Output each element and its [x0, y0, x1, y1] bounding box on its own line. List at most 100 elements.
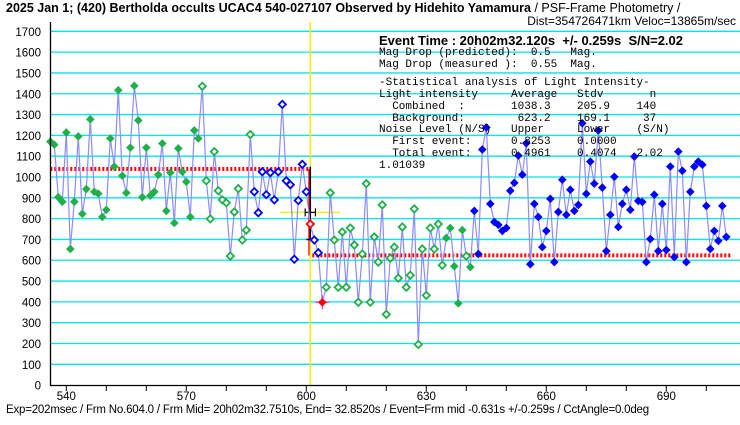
data-point [381, 309, 392, 320]
data-point [657, 199, 667, 209]
data-point [557, 175, 567, 185]
data-point [305, 219, 316, 229]
data-point [409, 203, 420, 214]
data-point [273, 166, 284, 177]
ratio-value: 1.01039 [379, 160, 426, 173]
data-point [297, 159, 308, 170]
data-point [285, 179, 296, 190]
data-point [469, 206, 479, 216]
data-point [109, 162, 119, 171]
level-lines [50, 167, 731, 258]
frame-info-footer: Exp=202msec / Frm No.604.0 / Frm Mid= 20… [6, 404, 649, 416]
y-tick-label: 1200 [15, 131, 41, 143]
data-point [713, 236, 723, 246]
data-point [237, 235, 248, 245]
data-points [45, 81, 731, 350]
data-point [589, 179, 599, 188]
data-point [165, 168, 175, 177]
data-point [385, 253, 396, 264]
data-point [601, 246, 611, 256]
data-point [449, 261, 459, 271]
data-point [549, 257, 559, 267]
data-point [561, 210, 571, 220]
data-point [533, 212, 543, 222]
data-point [445, 223, 455, 233]
data-point [665, 162, 675, 171]
data-point [105, 134, 115, 143]
data-point [121, 188, 131, 198]
data-point [689, 162, 699, 171]
data-point [717, 201, 727, 211]
data-point [157, 139, 167, 148]
data-point [529, 199, 539, 209]
data-point [585, 157, 595, 166]
data-point [173, 144, 183, 153]
gridlines [51, 30, 740, 365]
data-point [697, 160, 707, 170]
data-point [421, 290, 432, 301]
data-point [505, 186, 515, 196]
data-point [593, 126, 603, 135]
data-point [461, 251, 472, 261]
data-point [249, 186, 260, 197]
data-point [425, 223, 436, 233]
y-tick-label: 1600 [15, 48, 41, 60]
statistics-panel: Event Time : 20h02m32.120s +/- 0.259s S/… [379, 34, 683, 173]
data-point [261, 189, 272, 200]
stats-background: Background: 623.2 169.1 37 [379, 112, 657, 125]
data-point [581, 189, 591, 199]
data-point [181, 177, 191, 187]
data-point [405, 270, 416, 281]
y-tick-label: 400 [22, 297, 41, 309]
data-point [101, 205, 111, 215]
data-point [329, 235, 340, 245]
stats-combined: Combined : 1038.3 205.9 140 [379, 100, 657, 113]
y-tick-label: 1300 [15, 110, 41, 122]
analysis-heading: -Statistical analysis of Light Intensity… [379, 76, 650, 89]
data-point [185, 212, 195, 222]
data-point [473, 249, 483, 259]
data-point [61, 128, 71, 137]
y-tick-label: 300 [22, 318, 41, 330]
light-curve-series [49, 85, 727, 345]
data-point [617, 199, 627, 209]
data-point [569, 206, 579, 216]
x-tick-label: 540 [57, 391, 76, 403]
data-point [69, 197, 79, 207]
data-point [49, 140, 59, 150]
data-point [453, 299, 463, 308]
data-point [465, 262, 475, 272]
y-tick-label: 600 [22, 256, 41, 268]
data-point [373, 257, 384, 267]
data-point [221, 197, 232, 208]
data-point [477, 145, 487, 154]
data-point [345, 223, 356, 233]
data-point [161, 206, 171, 216]
data-point [81, 184, 91, 194]
data-point [189, 126, 199, 135]
data-point [245, 129, 256, 140]
y-tick-label: 700 [22, 235, 41, 247]
data-point [653, 246, 663, 256]
data-point [253, 207, 264, 218]
data-point [441, 233, 451, 243]
data-point [625, 205, 635, 215]
stats-columns: Light intensity Average Stdv n [379, 88, 657, 101]
data-point [493, 220, 503, 230]
data-point [545, 194, 555, 204]
data-point [673, 147, 683, 156]
y-tick-label: 500 [22, 277, 41, 289]
data-point [317, 297, 327, 307]
data-point [369, 232, 380, 242]
y-tick-labels: 0 100 200 300 400 500 600 700 800 900 1000 1100 1200… [15, 27, 41, 393]
data-point [117, 171, 127, 181]
chart-subtitle: Dist=354726471km Veloc=13865m/sec [527, 14, 736, 28]
noise-total-event: Total event: 0.4961 0.4074 2.02 [379, 148, 663, 161]
x-tick-label: 600 [297, 391, 316, 403]
data-point [645, 234, 655, 244]
data-point [209, 146, 220, 157]
y-tick-label: 800 [22, 214, 41, 226]
data-point [169, 218, 179, 228]
data-point [53, 192, 63, 202]
data-point [517, 170, 527, 180]
